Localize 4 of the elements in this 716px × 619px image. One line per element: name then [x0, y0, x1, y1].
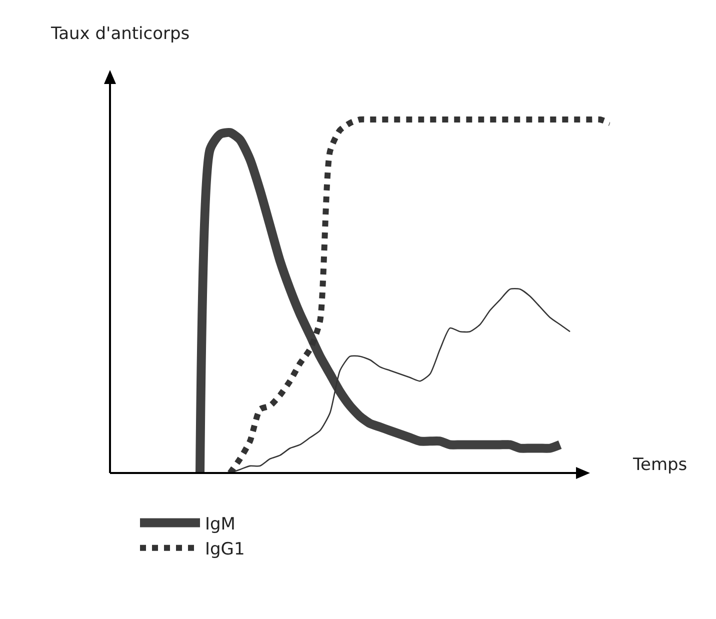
legend-label: IgM	[205, 514, 236, 534]
x-axis-title: Temps	[632, 455, 688, 475]
y-axis-title: Taux d'anticorps	[50, 24, 190, 44]
legend-label: IgG1	[205, 540, 245, 560]
